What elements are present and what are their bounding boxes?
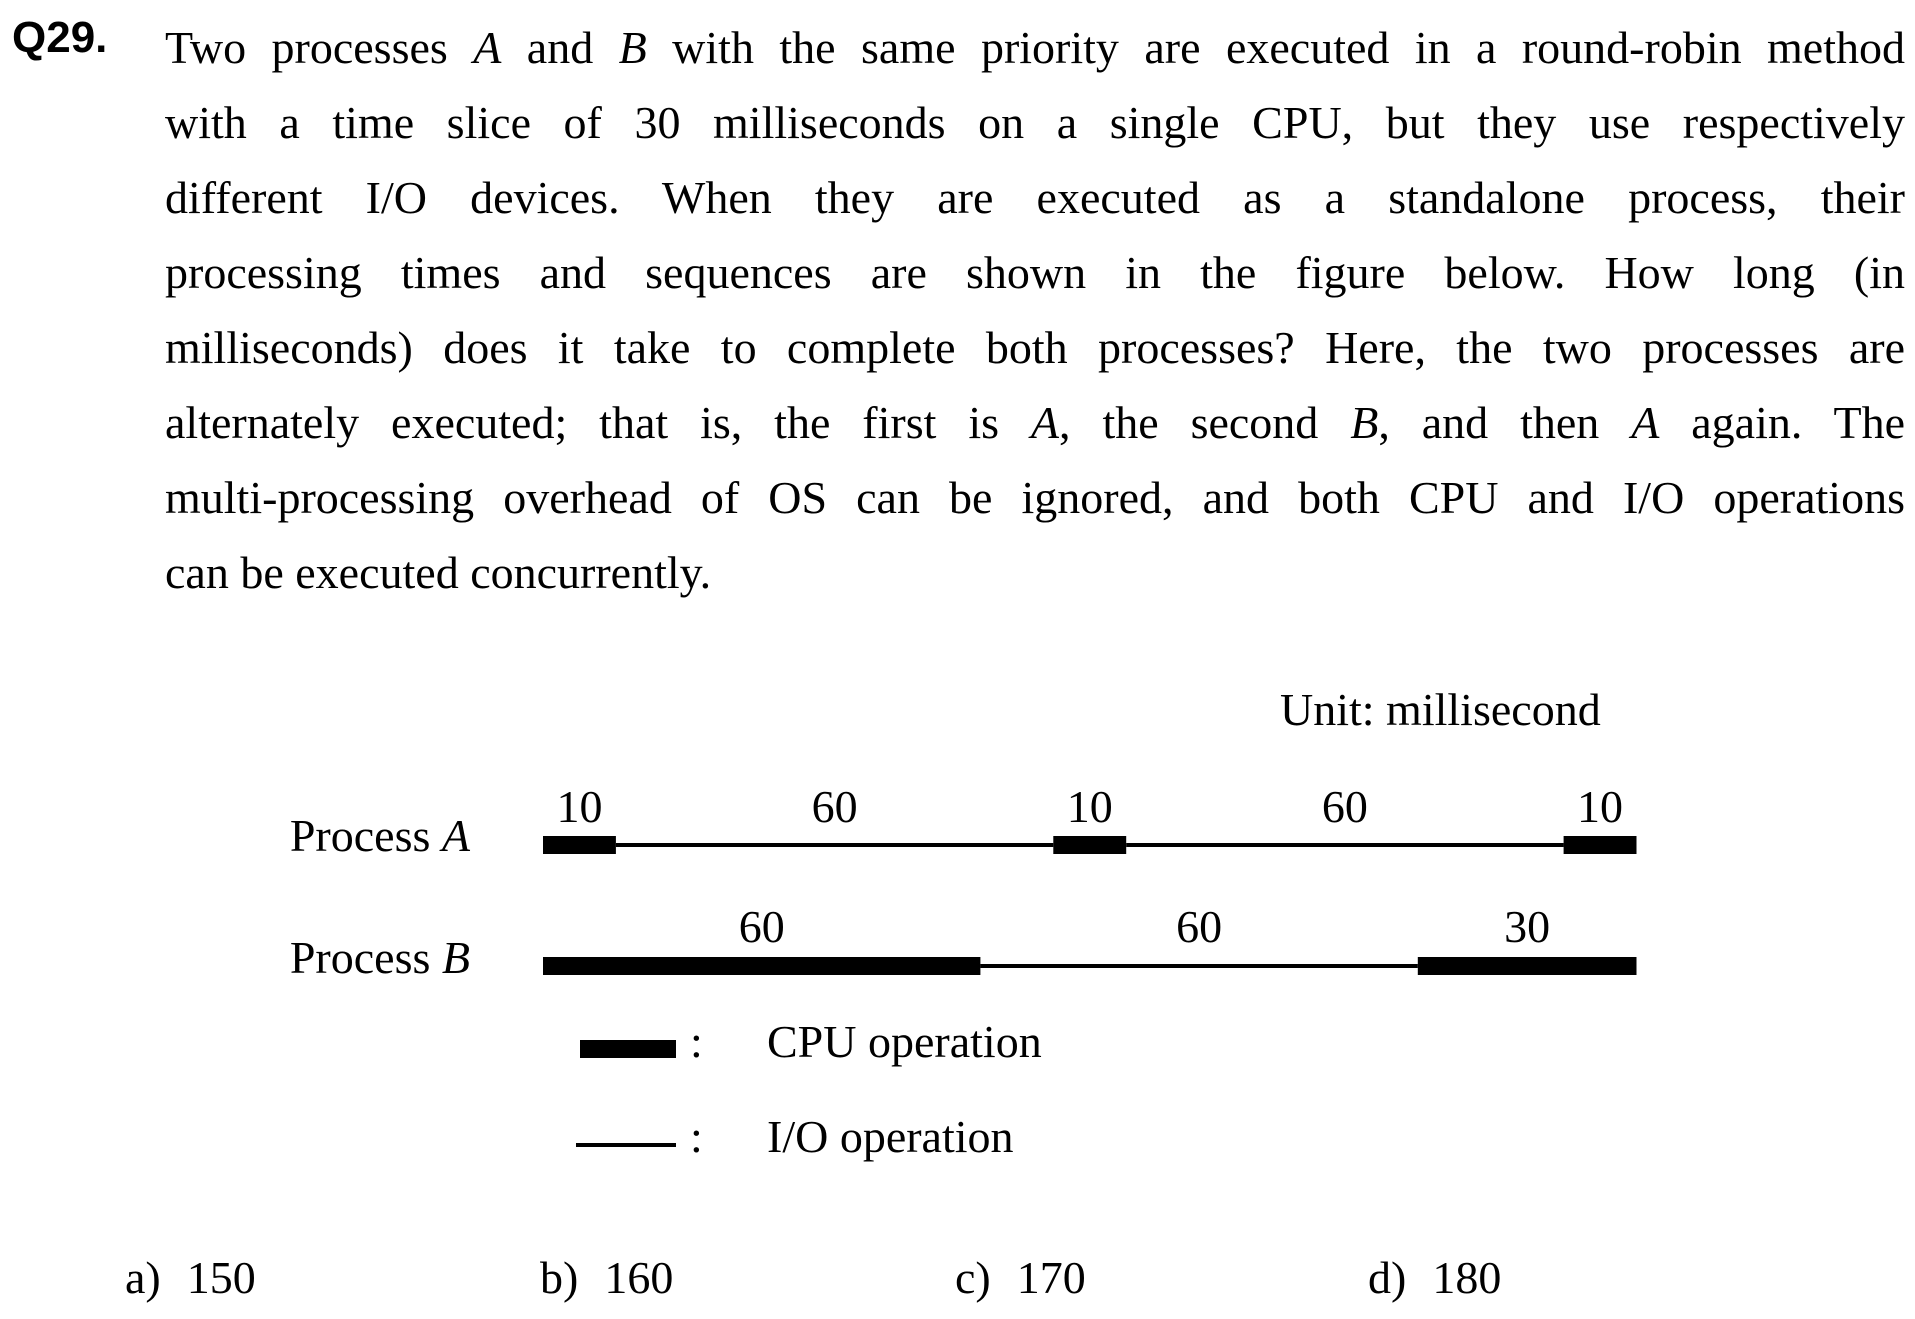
process-b-name: B — [441, 932, 470, 983]
question-line: processing times and sequences are shown… — [165, 247, 1905, 298]
process-a-duration-label: 60 — [812, 781, 858, 832]
question-line: Two processes A and B with the same prio… — [165, 22, 1906, 73]
choice-value: 160 — [604, 1252, 674, 1303]
process-a-duration-label: 10 — [1067, 781, 1113, 832]
choice-value: 150 — [186, 1252, 256, 1303]
question-text: Two processes A and B with the same prio… — [165, 10, 1905, 610]
unit-label: Unit: millisecond — [1280, 684, 1601, 735]
answer-choice-b[interactable]: b) 160 — [540, 1250, 673, 1306]
legend-cpu-colon: : — [690, 1016, 703, 1067]
process-b-track: 60 60 30 — [543, 901, 1637, 975]
question-line: with a time slice of 30 milliseconds on … — [165, 97, 1905, 148]
choice-letter: c) — [955, 1252, 991, 1303]
choice-letter: d) — [1368, 1252, 1407, 1303]
choice-value: 180 — [1432, 1252, 1502, 1303]
process-a-name: A — [441, 810, 470, 861]
process-b-duration-label: 60 — [739, 901, 785, 952]
process-a-duration-label: 10 — [556, 781, 602, 832]
legend-cpu-label: CPU operation — [767, 1016, 1042, 1067]
choice-letter: b) — [540, 1252, 579, 1303]
process-b-cpu-segment — [1417, 957, 1637, 975]
question-line: different I/O devices. When they are exe… — [165, 172, 1905, 223]
question-line: can be executed concurrently. — [165, 547, 712, 598]
process-a-duration-label: 60 — [1322, 781, 1368, 832]
answer-choice-d[interactable]: d) 180 — [1368, 1250, 1501, 1306]
legend-io-label: I/O operation — [767, 1111, 1014, 1162]
process-a-duration-label: 10 — [1577, 781, 1623, 832]
process-a-label: Process A — [170, 808, 470, 864]
question-line: milliseconds) does it take to complete b… — [165, 322, 1905, 373]
process-b-duration-label: 60 — [1176, 901, 1222, 952]
legend-io-colon: : — [690, 1111, 703, 1162]
process-a-cpu-segment — [1563, 836, 1637, 854]
process-b-label: Process B — [170, 930, 470, 986]
process-b-duration-label: 30 — [1504, 901, 1550, 952]
answer-choice-c[interactable]: c) 170 — [955, 1250, 1086, 1306]
legend-cpu-swatch — [580, 1040, 676, 1058]
process-a-prefix: Process — [289, 810, 442, 861]
process-a-cpu-segment — [1053, 836, 1127, 854]
process-a-track: 10 60 10 60 10 — [543, 781, 1637, 854]
question-line: alternately executed; that is, the first… — [165, 397, 1905, 448]
process-b-prefix: Process — [289, 932, 442, 983]
choice-letter: a) — [125, 1252, 161, 1303]
process-a-cpu-segment — [543, 836, 616, 854]
question-line: multi-processing overhead of OS can be i… — [165, 472, 1905, 523]
answer-choice-a[interactable]: a) 150 — [125, 1250, 256, 1306]
choice-value: 170 — [1016, 1252, 1086, 1303]
question-number: Q29. — [12, 13, 108, 62]
process-b-cpu-segment — [543, 957, 981, 975]
